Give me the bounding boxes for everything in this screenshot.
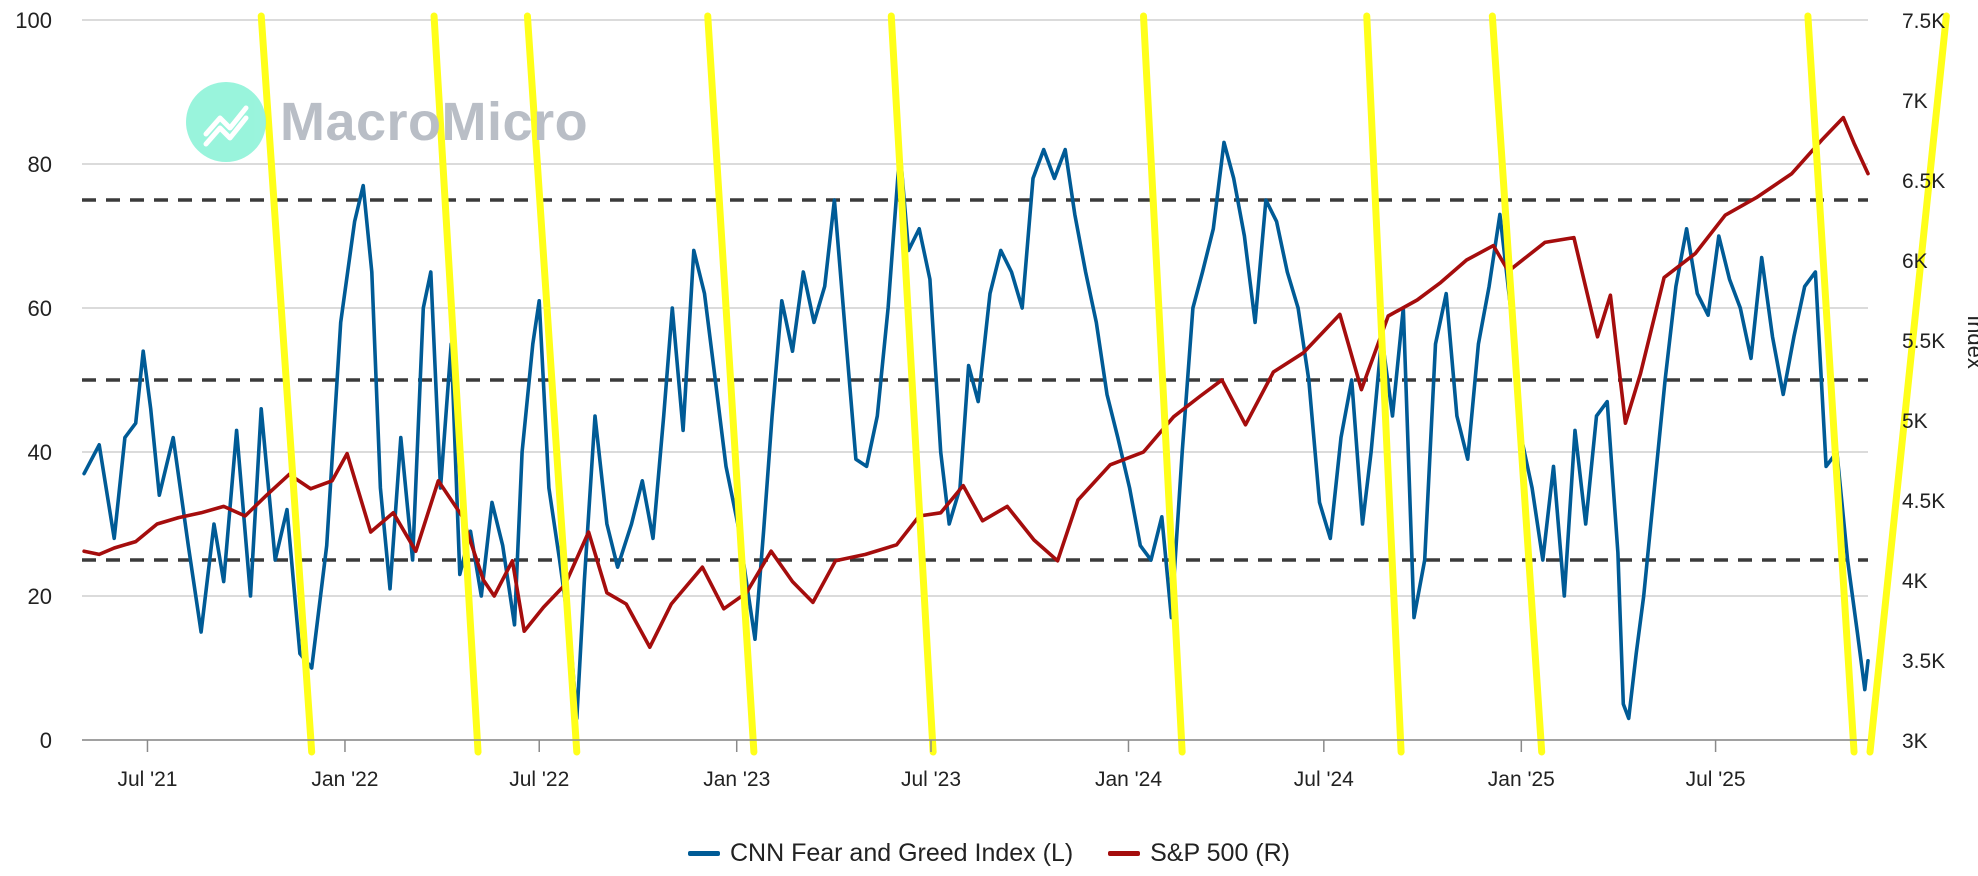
y-right-tick-label: 3K	[1902, 730, 1928, 753]
highlight-line	[257, 12, 316, 756]
reference-lines	[82, 198, 1868, 562]
series-layer	[82, 115, 1870, 721]
macromicro-logo-icon	[186, 82, 266, 162]
y-right-tick-label: 6.5K	[1902, 170, 1945, 193]
x-tick-label: Jul '23	[901, 768, 961, 791]
highlight-line	[704, 12, 758, 756]
highlight-line	[1140, 12, 1186, 756]
highlight-line	[887, 12, 937, 756]
logo-glyph	[203, 105, 249, 147]
watermark-logo: MacroMicro	[186, 82, 588, 162]
legend-label-sp500: S&P 500 (R)	[1150, 839, 1291, 867]
y-right-tick-label: 6K	[1902, 250, 1928, 273]
legend-item-fear-greed[interactable]: CNN Fear and Greed Index (L)	[687, 839, 1074, 868]
x-tick-label: Jul '21	[117, 768, 177, 791]
y-right-tick-label: 5K	[1902, 410, 1928, 433]
y-left-tick-label: 60	[28, 296, 52, 321]
y-right-tick-label: 4K	[1902, 570, 1928, 593]
y-left-tick-label: 20	[28, 584, 52, 609]
highlight-line	[1866, 12, 1950, 756]
legend-label-fear-greed: CNN Fear and Greed Index (L)	[729, 839, 1074, 867]
y-left-tick-label: 0	[40, 728, 52, 753]
y-right-tick-label: 3.5K	[1902, 650, 1945, 673]
y-right-tick-label: 7K	[1902, 90, 1928, 113]
x-tick-label: Jan '22	[311, 768, 378, 791]
y-right-tick-label: 7.5K	[1902, 10, 1945, 33]
x-tick-label: Jul '25	[1686, 768, 1746, 791]
series-line-sp500	[82, 115, 1870, 650]
legend-swatch-fear-greed	[687, 851, 720, 856]
y-left-tick-label: 100	[15, 8, 52, 33]
highlight-line	[1363, 12, 1405, 756]
highlight-line	[1488, 12, 1546, 756]
y-left-tick-label: 40	[28, 440, 52, 465]
legend: CNN Fear and Greed Index (L) S&P 500 (R)	[0, 834, 1978, 868]
series-line-fear-greed	[82, 140, 1870, 721]
highlight-line	[430, 12, 482, 756]
y-right-tick-label: 4.5K	[1902, 490, 1945, 513]
x-tick-label: Jan '23	[703, 768, 770, 791]
x-tick-label: Jan '25	[1488, 768, 1555, 791]
legend-swatch-sp500	[1108, 851, 1141, 856]
y-right-tick-label: 5.5K	[1902, 330, 1945, 353]
watermark-text: MacroMicro	[280, 92, 589, 152]
highlight-layer	[257, 12, 1950, 756]
x-tick-label: Jan '24	[1095, 768, 1162, 791]
axis-layer: 0 20 40 60 80 100 3K 3.5K 4K 4.5K 5K 5.5K 6K 6.5K 7K 7.…	[15, 8, 1945, 791]
x-tick-label: Jul '24	[1294, 768, 1354, 791]
y-left-tick-label: 80	[28, 152, 52, 177]
legend-item-sp500[interactable]: S&P 500 (R)	[1108, 839, 1290, 868]
right-axis-title: Index	[1963, 315, 1978, 369]
highlight-line	[523, 12, 581, 756]
x-tick-label: Jul '22	[509, 768, 569, 791]
highlight-line	[1804, 12, 1858, 756]
